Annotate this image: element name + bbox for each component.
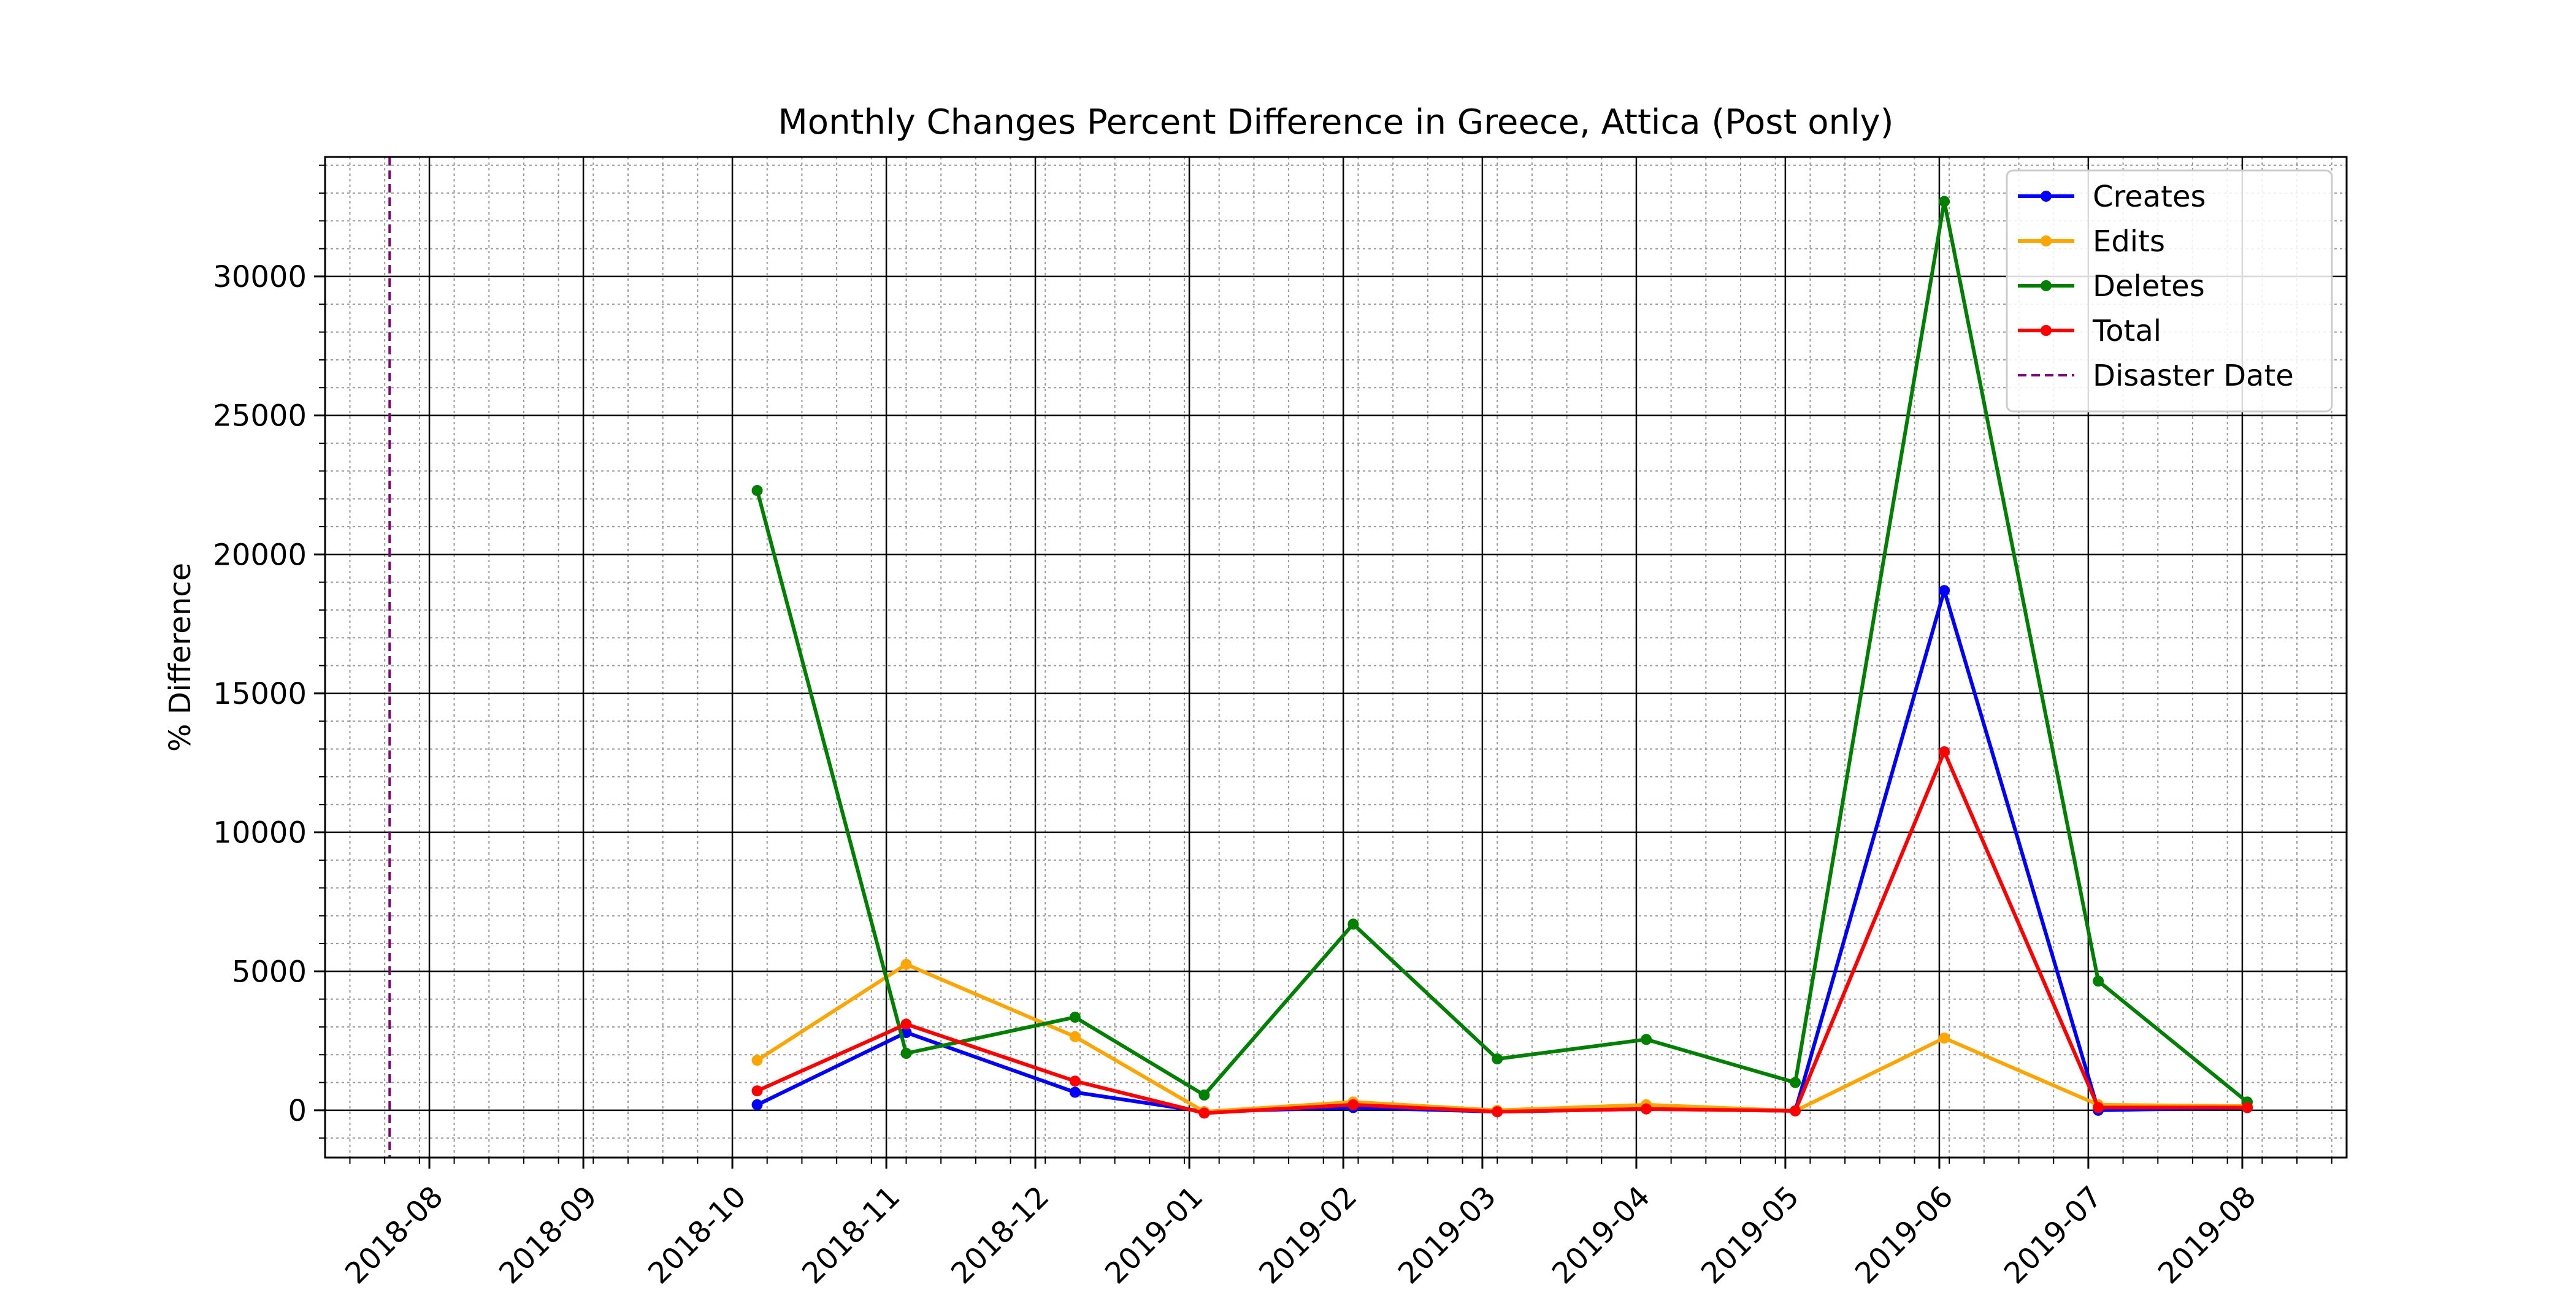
data-point-total — [1347, 1099, 1359, 1110]
data-point-edits — [900, 958, 912, 970]
x-tick-label: 2019-05 — [1695, 1180, 1806, 1288]
data-point-total — [1939, 746, 1950, 758]
data-point-total — [1069, 1075, 1081, 1087]
grid — [325, 157, 2347, 1158]
plot-frame — [324, 156, 2348, 1159]
x-axis: 2018-08 2018-09 2018-10 2018-11 2018-12 2019-… — [339, 1158, 2333, 1290]
data-point-total — [900, 1018, 912, 1030]
data-point-total — [2242, 1102, 2253, 1113]
series — [751, 196, 2253, 1119]
x-tick-label: 2019-04 — [1546, 1180, 1657, 1288]
data-point-deletes — [1198, 1090, 1210, 1101]
data-point-deletes — [1347, 918, 1359, 930]
series-line-creates — [756, 589, 2248, 1114]
data-point-deletes — [1641, 1034, 1652, 1045]
legend-label-deletes: Deletes — [2093, 269, 2205, 303]
legend: Creates Edits Deletes Total Disaster Date — [2006, 169, 2333, 413]
x-tick-label: 2018-08 — [339, 1180, 450, 1288]
legend-marker-deletes — [2041, 280, 2052, 291]
data-point-deletes — [1939, 196, 1950, 207]
y-tick-label: 15000 — [213, 677, 307, 711]
data-point-creates — [1939, 585, 1950, 597]
data-point-total — [1492, 1106, 1503, 1118]
data-point-edits — [1939, 1032, 1950, 1044]
data-point-deletes — [2093, 975, 2104, 987]
y-tick-label: 5000 — [232, 955, 307, 989]
y-tick-label: 20000 — [213, 538, 307, 572]
data-point-deletes — [751, 485, 763, 496]
legend-label-edits: Edits — [2093, 224, 2165, 259]
data-point-total — [1641, 1103, 1652, 1115]
y-tick-label: 25000 — [213, 399, 307, 433]
x-tick-label: 2019-07 — [1998, 1180, 2109, 1288]
x-tick-label: 2019-01 — [1098, 1180, 1209, 1288]
legend-marker-edits — [2041, 235, 2052, 246]
data-point-deletes — [1790, 1077, 1801, 1088]
x-tick-label: 2018-11 — [795, 1180, 907, 1288]
data-point-creates — [1069, 1086, 1081, 1098]
data-point-creates — [900, 1027, 912, 1038]
data-point-total — [1790, 1105, 1801, 1116]
x-tick-label: 2018-12 — [945, 1180, 1056, 1288]
data-point-total — [2093, 1102, 2104, 1113]
legend-marker-creates — [2041, 191, 2052, 202]
x-tick-label: 2019-06 — [1849, 1180, 1960, 1288]
x-tick-label: 2018-10 — [642, 1180, 753, 1288]
data-point-total — [1198, 1107, 1210, 1119]
data-point-deletes — [1492, 1053, 1503, 1065]
y-axis: 0 5000 10000 15000 20000 25000 30000 — [213, 164, 325, 1139]
x-tick-label: 2019-02 — [1252, 1180, 1363, 1288]
data-point-total — [751, 1085, 763, 1097]
y-tick-label: 10000 — [213, 816, 307, 850]
data-point-creates — [751, 1099, 763, 1110]
legend-label-total: Total — [2092, 314, 2161, 348]
chart-title: Monthly Changes Percent Difference in Gr… — [778, 102, 1893, 142]
data-point-edits — [751, 1055, 763, 1066]
x-tick-label: 2018-09 — [493, 1180, 604, 1288]
legend-marker-total — [2041, 325, 2052, 336]
data-point-deletes — [900, 1048, 912, 1059]
legend-box — [2006, 169, 2333, 413]
x-tick-label: 2019-03 — [1392, 1180, 1503, 1288]
data-point-edits — [1069, 1031, 1081, 1042]
y-axis-label: % Difference — [163, 563, 197, 752]
legend-label-disaster-date: Disaster Date — [2093, 359, 2294, 393]
y-tick-label: 30000 — [213, 260, 307, 294]
y-tick-label: 0 — [288, 1094, 307, 1128]
x-tick-label: 2019-08 — [2152, 1180, 2263, 1288]
data-point-deletes — [1069, 1012, 1081, 1023]
legend-label-creates: Creates — [2093, 180, 2206, 214]
